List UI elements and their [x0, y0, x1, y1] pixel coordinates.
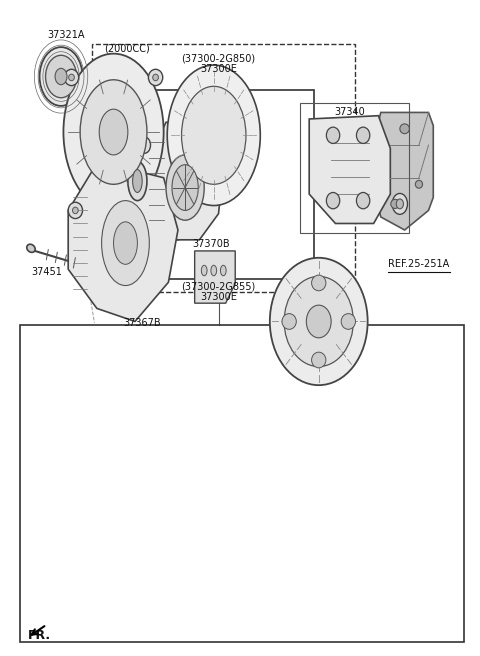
Ellipse shape: [326, 127, 340, 144]
Ellipse shape: [357, 127, 370, 144]
Ellipse shape: [306, 305, 331, 338]
Ellipse shape: [392, 194, 408, 215]
Text: 37321A: 37321A: [47, 30, 84, 41]
Ellipse shape: [211, 265, 216, 276]
Text: FR.: FR.: [28, 628, 51, 642]
Ellipse shape: [391, 199, 399, 209]
Ellipse shape: [80, 80, 147, 184]
Ellipse shape: [270, 258, 368, 385]
Ellipse shape: [72, 207, 78, 214]
Text: 37367B: 37367B: [123, 318, 161, 328]
Ellipse shape: [326, 192, 340, 209]
Text: 37300E: 37300E: [200, 64, 237, 74]
Ellipse shape: [63, 54, 164, 211]
Bar: [92, 44, 355, 292]
Ellipse shape: [166, 155, 204, 220]
Polygon shape: [309, 115, 390, 224]
Ellipse shape: [27, 244, 35, 253]
Text: 37340: 37340: [335, 108, 365, 117]
Ellipse shape: [139, 137, 151, 154]
Ellipse shape: [128, 161, 147, 201]
Ellipse shape: [172, 165, 198, 211]
Ellipse shape: [341, 314, 356, 329]
Text: (2000CC): (2000CC): [104, 43, 150, 53]
Ellipse shape: [400, 124, 409, 134]
Ellipse shape: [68, 202, 83, 218]
Ellipse shape: [396, 199, 404, 209]
Ellipse shape: [69, 74, 74, 81]
Text: 37300E: 37300E: [200, 293, 237, 302]
Bar: [21, 325, 464, 642]
Ellipse shape: [39, 47, 83, 106]
Ellipse shape: [46, 55, 76, 98]
Ellipse shape: [284, 276, 353, 367]
Ellipse shape: [114, 222, 137, 264]
Polygon shape: [147, 122, 223, 240]
Polygon shape: [68, 165, 178, 321]
Ellipse shape: [201, 265, 207, 276]
Ellipse shape: [312, 352, 326, 368]
Text: 37451: 37451: [31, 267, 62, 277]
Polygon shape: [195, 251, 235, 303]
Ellipse shape: [312, 275, 326, 291]
Text: (37300-2G855): (37300-2G855): [181, 282, 256, 292]
Text: 37370B: 37370B: [192, 239, 230, 249]
Ellipse shape: [99, 109, 128, 155]
Ellipse shape: [167, 65, 260, 205]
Ellipse shape: [132, 170, 142, 192]
Ellipse shape: [415, 180, 422, 188]
Ellipse shape: [181, 87, 246, 184]
Ellipse shape: [55, 68, 67, 85]
Ellipse shape: [102, 201, 149, 285]
Ellipse shape: [206, 134, 216, 149]
Text: REF.25-251A: REF.25-251A: [388, 259, 450, 269]
Ellipse shape: [357, 192, 370, 209]
Bar: [300, 102, 409, 234]
Polygon shape: [376, 112, 433, 230]
Ellipse shape: [220, 265, 226, 276]
Ellipse shape: [148, 70, 163, 86]
Ellipse shape: [64, 70, 79, 86]
Ellipse shape: [282, 314, 296, 329]
Text: (37300-2G850): (37300-2G850): [181, 54, 255, 64]
Ellipse shape: [153, 74, 158, 81]
Ellipse shape: [142, 122, 209, 240]
Bar: [109, 90, 314, 279]
